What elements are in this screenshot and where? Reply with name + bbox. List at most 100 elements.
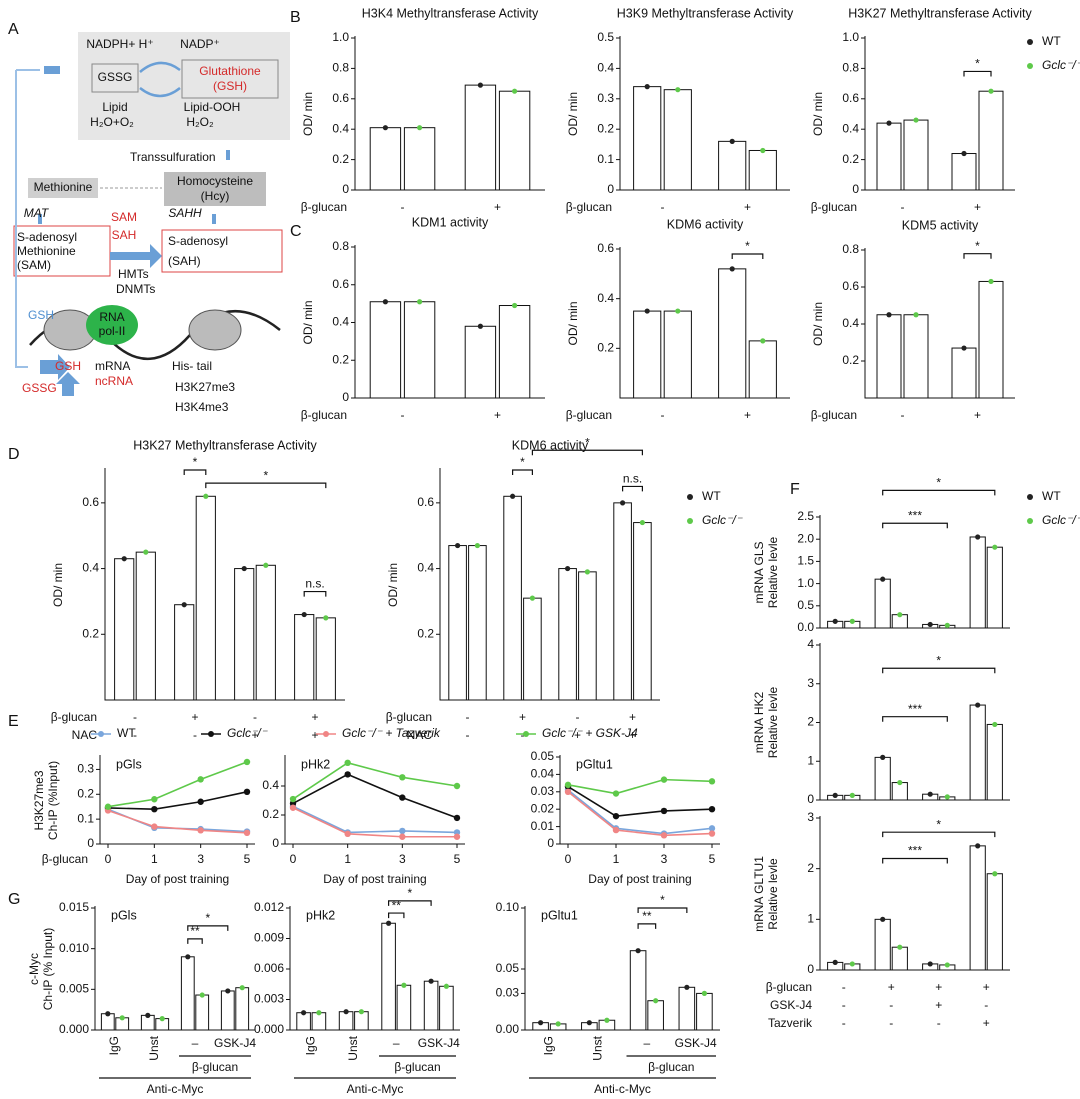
bar [633,522,652,701]
sig-label: * [936,653,941,667]
x-tick-label: + [251,728,258,742]
series-line [567,785,713,817]
bar-point [927,961,933,967]
x-tick-label: - [901,408,905,422]
bar-point [203,493,209,499]
y-tick-label: 0.4 [332,315,349,329]
x-tick-label: + [574,728,581,742]
x-tick-label: - [401,408,405,422]
bar-point [886,120,892,126]
legend-label: WT [1042,34,1061,48]
x-tick-label: + [191,710,198,724]
series-point [344,830,351,838]
bar-point [886,312,892,318]
y-tick-label: 0.3 [597,91,614,105]
sig-bracket [303,590,327,597]
hcy-box [164,172,266,206]
bar-point [316,1010,322,1016]
bar-point [849,792,855,798]
sig-label: * [205,911,210,925]
x-tick-label: + [629,710,636,724]
bar-point [635,948,641,954]
series-point [399,827,406,835]
y-tick-label: 0.01 [531,819,555,833]
y-tick-label: 0.5 [797,598,814,612]
y-tick-label: 0.2 [597,121,614,135]
series-line [292,761,458,800]
bar [986,723,1003,801]
bar [969,845,986,971]
bar [748,340,777,399]
row-label: NAC [407,728,433,742]
y-tick-label: 0.2 [82,626,99,640]
bar-point [961,150,967,157]
bar [969,536,986,629]
diagram-label: GSH [55,359,81,373]
x-tick-label: 1 [344,852,351,866]
chart-title: KDM6 activity [512,438,589,452]
series-line [107,791,248,811]
x-tick-label: 0 [290,852,297,866]
series-point [289,795,297,803]
row-label: β-glucan [51,710,97,724]
diagram-label: S-adenosyl [17,230,77,244]
y-tick-label: 1.0 [797,576,814,590]
series-line [292,807,457,838]
bar [876,122,902,191]
x-tick-label: - [193,728,197,742]
bar-point [225,988,231,994]
diagram-label: ncRNA [95,374,133,388]
sig-label: ** [642,909,652,923]
bar [874,918,891,971]
bar [503,495,522,701]
group-label: Anti-c-Myc [147,1082,204,1096]
bar-point [639,519,646,526]
y-tick-label: 1 [807,912,814,926]
x-tick-label: - [889,998,893,1012]
y-tick-label: 0.009 [254,931,284,945]
bar-point [565,565,571,572]
sig-bracket [882,857,948,864]
y-tick-label: 3 [807,810,814,824]
panel-label: D [8,446,20,463]
bar [403,127,436,191]
x-tick-label: 1 [151,852,158,866]
series-line [567,791,713,837]
rna-pol [86,305,138,345]
x-tick-label: 3 [197,852,204,866]
bar-point [760,147,766,154]
chart-title: pHk2 [301,757,330,771]
y-tick-label: 0.02 [531,801,555,815]
y-tick-label: 1.0 [842,30,859,44]
gssg-box [91,63,139,93]
y-axis-label: OD/ min [566,92,580,136]
bar [903,314,929,399]
bar [174,604,195,701]
bar-point [653,998,659,1004]
x-tick-label: - [133,728,137,742]
y-axis-label: OD/ min [301,92,315,136]
legend-marker [1027,39,1033,45]
bar [396,984,412,1031]
series-point [612,826,620,834]
sig-bracket [388,900,432,906]
sig-bracket [963,253,992,259]
y-axis-label: Relative levle [766,536,780,608]
bar-point [880,576,886,582]
bar-point [401,982,407,988]
group-label: β-glucan [192,1060,238,1074]
bar-point [159,1016,165,1022]
series-point [660,776,668,783]
arrow [139,87,181,98]
diagram-label: (SAM) [17,258,51,272]
y-tick-label: 2.0 [797,531,814,545]
bar-point [849,618,855,624]
series-point [660,807,668,815]
bar-point [729,266,735,272]
y-tick-label: 0.8 [332,61,349,75]
bar [234,568,255,701]
diagram-label: NADPH+ H⁺ [86,37,153,51]
bar-point [386,920,392,926]
bar [633,86,662,191]
bar-point [455,542,461,549]
